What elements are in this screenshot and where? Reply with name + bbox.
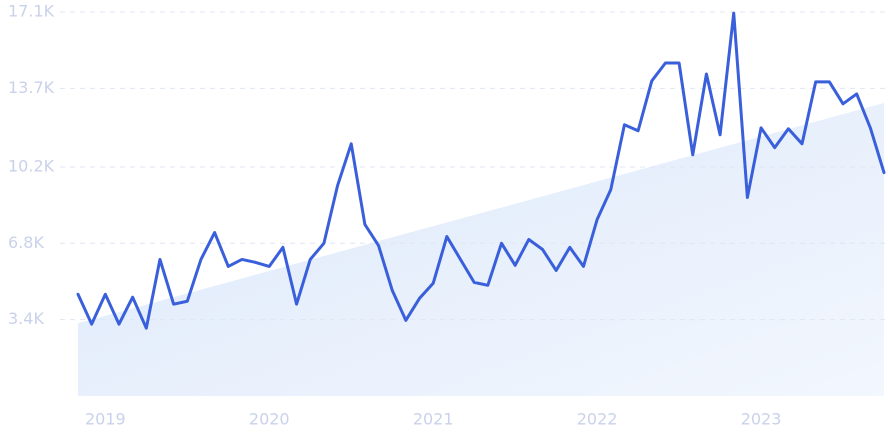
y-tick-label: 13.7K — [8, 78, 55, 97]
y-tick-label: 3.4K — [8, 309, 44, 328]
y-tick-label: 17.1K — [8, 2, 55, 21]
x-tick-label: 2020 — [249, 410, 290, 429]
line — [76, 11, 886, 330]
x-tick-label: 2019 — [85, 410, 126, 429]
x-tick-label: 2023 — [741, 410, 782, 429]
x-tick-label: 2021 — [413, 410, 454, 429]
trend-area — [78, 102, 884, 397]
y-tick-label: 10.2K — [8, 156, 55, 175]
y-tick-label: 6.8K — [8, 233, 44, 252]
x-tick-label: 2022 — [577, 410, 618, 429]
